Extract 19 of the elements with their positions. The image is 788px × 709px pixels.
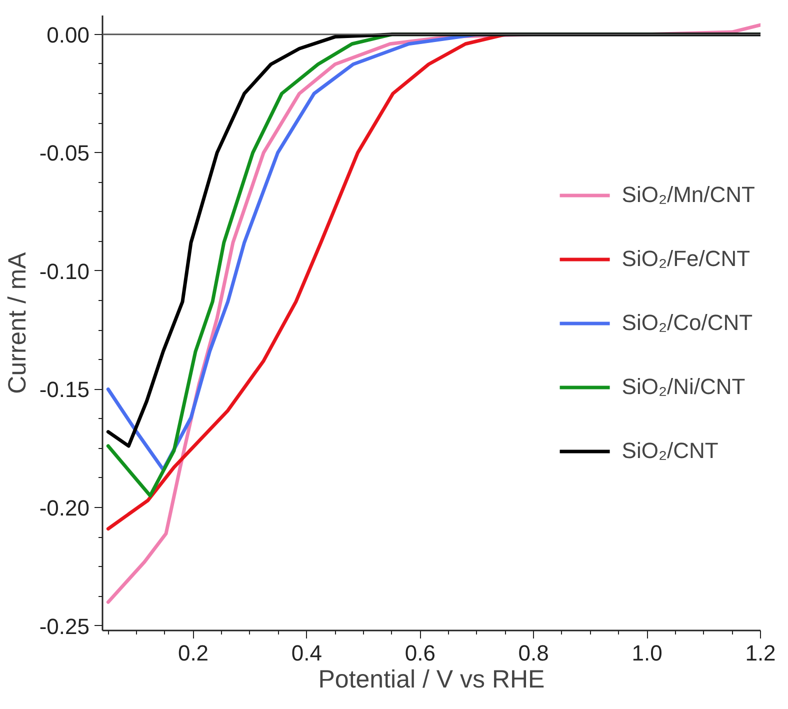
legend-label: SiO₂/Fe/CNT	[622, 246, 750, 272]
x-tick-label: 1.2	[745, 640, 776, 666]
legend-label: SiO₂/Ni/CNT	[622, 374, 746, 400]
legend-label: SiO₂/Co/CNT	[622, 310, 753, 336]
x-tick-label: 0.8	[518, 640, 549, 666]
y-tick-label: -0.05	[39, 140, 90, 166]
y-tick-label: -0.20	[39, 496, 90, 520]
x-tick-label: 1.0	[632, 640, 662, 666]
y-tick-label: -0.25	[39, 614, 90, 639]
x-tick-label: 0.4	[291, 640, 322, 666]
y-tick-label: 0.00	[46, 22, 90, 48]
x-axis-title: Potential / V vs RHE	[318, 666, 545, 694]
y-tick-label: -0.15	[39, 377, 90, 402]
legend-label: SiO₂/Mn/CNT	[622, 182, 755, 208]
x-tick-label: 0.2	[178, 640, 209, 666]
legend-label: SiO₂/CNT	[622, 438, 718, 464]
y-axis-title: Current / mA	[3, 252, 32, 394]
y-tick-label: -0.10	[39, 258, 90, 284]
x-tick-label: 0.6	[404, 640, 436, 666]
